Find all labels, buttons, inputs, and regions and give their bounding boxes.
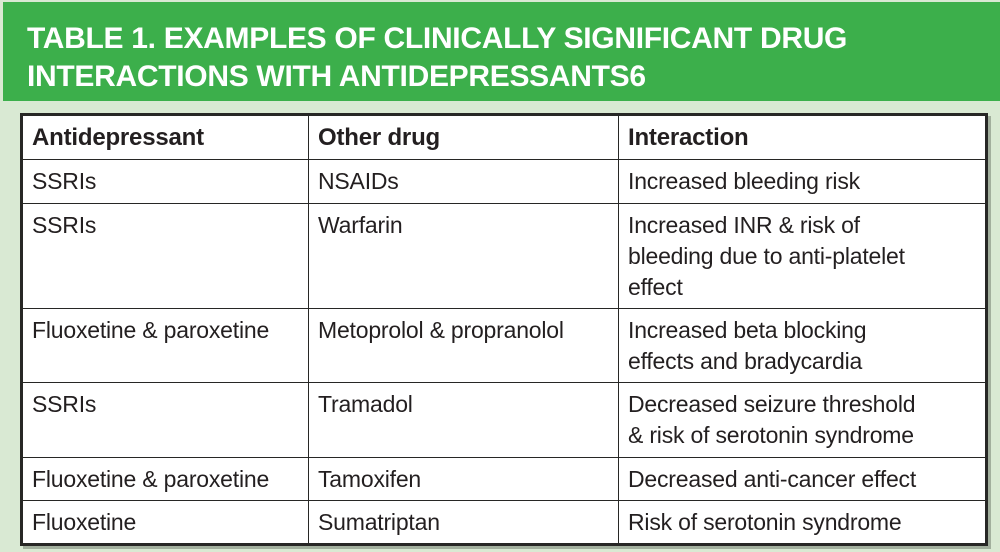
cell-other-drug: Tamoxifen	[308, 457, 619, 501]
cell-interaction: Increased bleeding risk	[618, 159, 987, 204]
cell-other-drug: Tramadol	[308, 382, 619, 458]
column-header-other-drug: Other drug	[308, 114, 619, 160]
table-title-banner: TABLE 1. EXAMPLES OF CLINICALLY SIGNIFIC…	[3, 2, 1000, 101]
column-header-interaction: Interaction	[618, 114, 987, 160]
cell-other-drug: Warfarin	[308, 203, 619, 309]
cell-interaction: Decreased seizure threshold & risk of se…	[618, 382, 987, 458]
cell-interaction: Decreased anti-cancer effect	[618, 457, 987, 501]
table-row: Fluoxetine & paroxetine Metoprolol & pro…	[21, 308, 987, 383]
table-row: SSRIs Tramadol Decreased seizure thresho…	[21, 382, 987, 458]
table-title: TABLE 1. EXAMPLES OF CLINICALLY SIGNIFIC…	[27, 22, 848, 93]
cell-interaction: Risk of serotonin syndrome	[618, 500, 987, 545]
cell-other-drug: Metoprolol & propranolol	[308, 308, 619, 383]
cell-interaction: Increased INR & risk of bleeding due to …	[618, 203, 987, 309]
table-header-row: Antidepressant Other drug Interaction	[21, 114, 987, 160]
cell-antidepressant: SSRIs	[21, 159, 309, 204]
cell-antidepressant: Fluoxetine	[21, 500, 309, 545]
table-row: SSRIs NSAIDs Increased bleeding risk	[21, 159, 987, 204]
table-row: Fluoxetine Sumatriptan Risk of serotonin…	[21, 500, 987, 545]
cell-other-drug: Sumatriptan	[308, 500, 619, 545]
table-row: SSRIs Warfarin Increased INR & risk of b…	[21, 203, 987, 309]
drug-interactions-table: Antidepressant Other drug Interaction SS…	[20, 113, 988, 546]
cell-other-drug: NSAIDs	[308, 159, 619, 204]
cell-antidepressant: SSRIs	[21, 382, 309, 458]
cell-antidepressant: Fluoxetine & paroxetine	[21, 457, 309, 501]
table-row: Fluoxetine & paroxetine Tamoxifen Decrea…	[21, 457, 987, 501]
cell-interaction: Increased beta blocking effects and brad…	[618, 308, 987, 383]
cell-antidepressant: Fluoxetine & paroxetine	[21, 308, 309, 383]
cell-antidepressant: SSRIs	[21, 203, 309, 309]
column-header-antidepressant: Antidepressant	[21, 114, 309, 160]
